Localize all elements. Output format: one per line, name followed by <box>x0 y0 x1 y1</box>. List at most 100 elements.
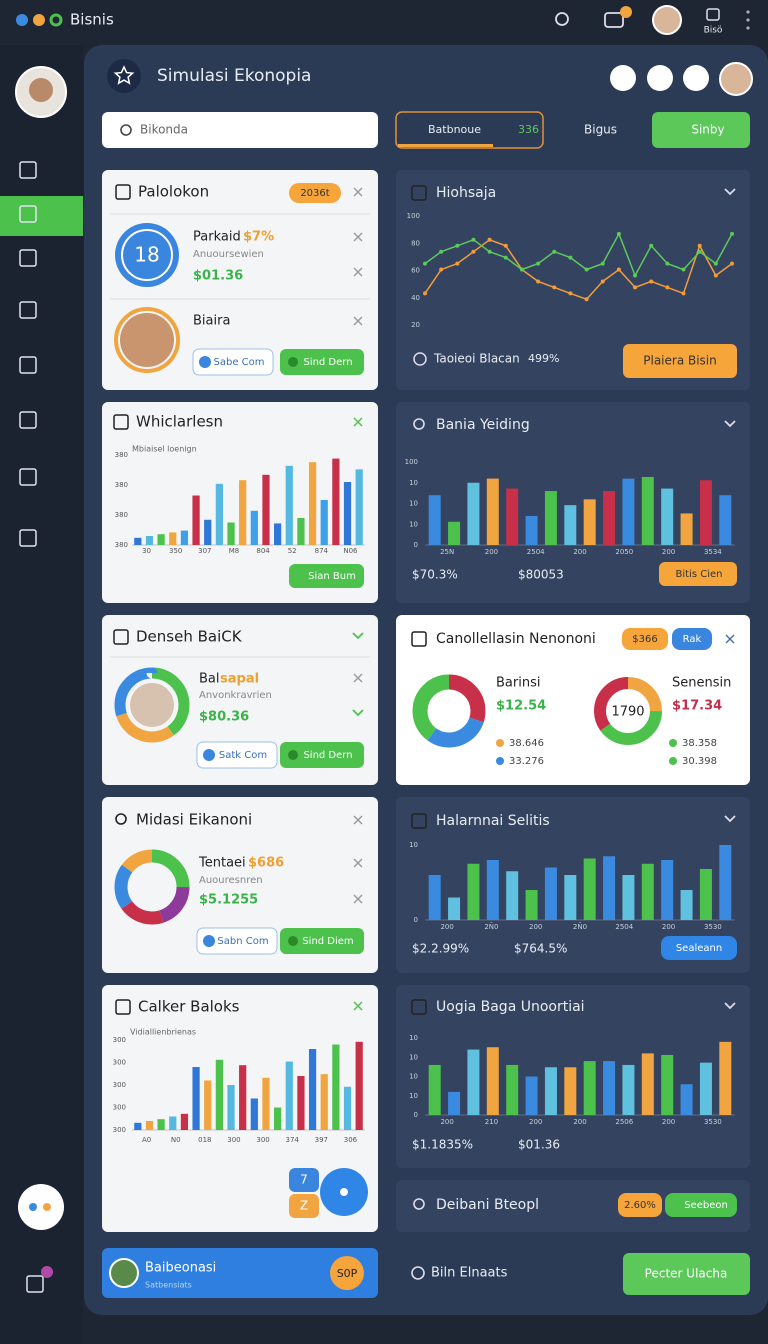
bar <box>583 858 596 920</box>
sidebar-icon[interactable] <box>19 356 37 374</box>
chevron[interactable] <box>352 709 364 717</box>
sidebar-icon[interactable] <box>19 411 37 429</box>
bar <box>467 482 480 545</box>
sidebar-icon[interactable] <box>19 468 37 486</box>
bar <box>428 495 441 545</box>
sidebar-icon[interactable] <box>19 249 37 267</box>
icon <box>115 184 131 200</box>
bar <box>192 495 200 545</box>
profile-icon[interactable] <box>706 8 720 21</box>
button-label: Sind Dern <box>303 750 352 761</box>
badge[interactable] <box>665 1193 737 1217</box>
action-button[interactable] <box>659 562 737 586</box>
tick-label: 100 <box>405 458 418 466</box>
action-button[interactable] <box>661 936 737 960</box>
line-point <box>568 291 573 296</box>
sidebar-icon[interactable] <box>19 161 37 179</box>
close-icon[interactable] <box>353 232 363 242</box>
chevron[interactable] <box>352 632 364 640</box>
card-title: Uogia Baga Unoortiai <box>436 999 585 1015</box>
bar <box>603 856 616 920</box>
card-title: Halarnnai Selitis <box>436 813 550 829</box>
bar <box>134 1122 142 1130</box>
link[interactable]: Bigus <box>584 123 617 137</box>
bar <box>661 860 674 920</box>
tick-label: 0 <box>414 541 418 549</box>
header-avatar <box>719 62 753 96</box>
chevron[interactable] <box>724 188 736 196</box>
bar <box>661 1054 674 1115</box>
close-icon[interactable] <box>353 858 363 868</box>
button-label: Sinby <box>691 123 724 137</box>
action-button[interactable] <box>623 344 737 378</box>
close-icon[interactable] <box>353 267 363 277</box>
item-value: $01.36 <box>193 269 243 284</box>
stat-value: 499% <box>528 352 559 365</box>
primary-button[interactable] <box>280 349 364 375</box>
card-title: Palolokon <box>138 183 209 201</box>
primary-button[interactable] <box>280 928 364 954</box>
line-point <box>600 279 605 284</box>
tab-label: Batbnoue <box>428 123 481 136</box>
primary-button[interactable] <box>652 112 750 148</box>
secondary-button[interactable] <box>196 927 278 955</box>
bar <box>544 1067 557 1115</box>
footer-link[interactable]: Biln Elnaats <box>431 1266 508 1281</box>
bar <box>603 1061 616 1115</box>
stat-label: Taoieoi Blacan <box>433 352 520 366</box>
sidebar-icon[interactable] <box>26 1275 44 1293</box>
search-box[interactable] <box>102 112 378 148</box>
item-subtitle: Anuoursewien <box>193 249 264 260</box>
bar <box>227 1085 235 1130</box>
bar <box>297 518 305 545</box>
close-icon[interactable] <box>353 187 363 197</box>
donut-label: Barinsi <box>496 676 540 691</box>
primary-button[interactable] <box>289 564 364 588</box>
donut-segment <box>114 667 190 743</box>
bar <box>525 1076 538 1115</box>
icon <box>411 631 427 647</box>
bar <box>680 890 693 920</box>
banner[interactable] <box>102 1248 378 1298</box>
button-label: Bitis Cien <box>676 569 723 580</box>
sidebar-icon[interactable] <box>19 205 37 223</box>
primary-button[interactable] <box>623 1253 750 1295</box>
stat: $2.2.99% <box>412 942 469 956</box>
x-label: 2504 <box>615 923 633 931</box>
tab[interactable] <box>395 111 544 149</box>
donut-segment <box>412 674 486 748</box>
bar <box>583 1061 596 1115</box>
close-icon[interactable] <box>353 815 363 825</box>
wallet-icon[interactable] <box>604 12 624 28</box>
chevron[interactable] <box>724 815 736 823</box>
sidebar-icon[interactable] <box>19 301 37 319</box>
chevron[interactable] <box>724 1002 736 1010</box>
line-point <box>730 261 734 266</box>
bar <box>355 1041 363 1130</box>
secondary-button[interactable] <box>196 741 278 769</box>
tick-label: 80 <box>411 239 420 247</box>
close-icon[interactable] <box>353 673 363 683</box>
close-icon[interactable] <box>353 417 363 427</box>
bar <box>448 897 461 920</box>
sidebar-icon[interactable] <box>19 529 37 547</box>
avatar <box>120 313 174 367</box>
close-icon[interactable] <box>353 894 363 904</box>
close-icon[interactable] <box>353 316 363 326</box>
close-icon[interactable] <box>725 634 735 644</box>
button-icon <box>203 749 215 761</box>
x-label: 307 <box>198 547 211 555</box>
bar <box>622 1064 635 1115</box>
tick-label: 0 <box>414 1111 418 1119</box>
logo-dot <box>49 13 63 27</box>
chevron[interactable] <box>724 420 736 428</box>
close-icon[interactable] <box>353 1001 363 1011</box>
donut-segment <box>594 677 662 745</box>
bar <box>332 1044 340 1130</box>
bar <box>343 1086 352 1130</box>
bar <box>180 530 189 545</box>
secondary-button[interactable] <box>192 348 274 376</box>
tick-label: 100 <box>407 212 420 220</box>
x-label: 200 <box>662 1118 675 1126</box>
primary-button[interactable] <box>280 742 364 768</box>
